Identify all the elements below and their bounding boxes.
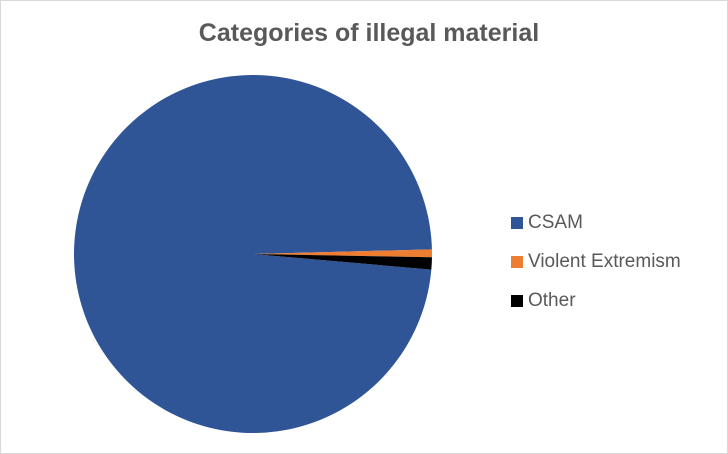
- legend-swatch: [511, 255, 523, 268]
- legend-item-other: Other: [511, 281, 681, 320]
- pie-slice-violent-extremism: [253, 249, 432, 258]
- legend-label: CSAM: [528, 211, 583, 233]
- pie-slice-other: [253, 254, 432, 270]
- legend-item-violent-extremism: Violent Extremism: [511, 242, 681, 281]
- pie-slice-csam: [74, 75, 432, 434]
- legend-swatch: [511, 216, 523, 229]
- legend-swatch: [511, 294, 523, 307]
- legend-label: Other: [528, 289, 576, 311]
- legend: CSAM Violent Extremism Other: [511, 203, 681, 320]
- legend-label: Violent Extremism: [528, 250, 681, 272]
- legend-item-csam: CSAM: [511, 203, 681, 242]
- chart-title: Categories of illegal material: [198, 19, 540, 47]
